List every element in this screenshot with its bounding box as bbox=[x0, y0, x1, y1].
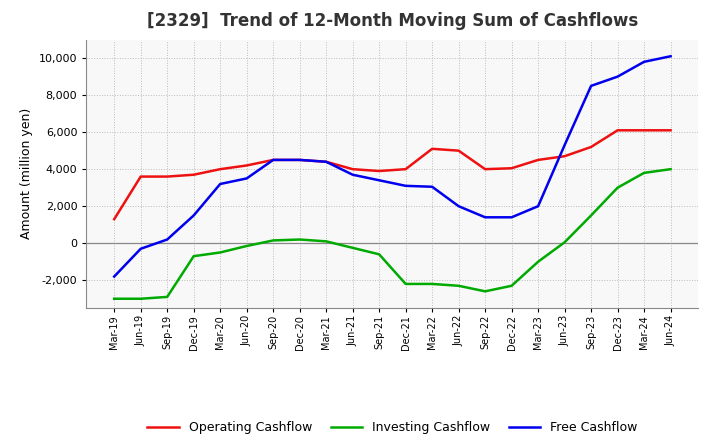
Free Cashflow bbox=[243, 176, 251, 181]
Free Cashflow bbox=[640, 59, 649, 64]
Free Cashflow bbox=[322, 159, 330, 165]
Investing Cashflow bbox=[560, 240, 569, 245]
Free Cashflow bbox=[216, 181, 225, 187]
Operating Cashflow bbox=[375, 169, 384, 174]
Operating Cashflow bbox=[587, 144, 595, 150]
Operating Cashflow bbox=[269, 157, 277, 162]
Investing Cashflow bbox=[189, 253, 198, 259]
Free Cashflow bbox=[508, 215, 516, 220]
Free Cashflow bbox=[613, 74, 622, 79]
Investing Cashflow bbox=[295, 237, 304, 242]
Free Cashflow bbox=[454, 204, 463, 209]
Investing Cashflow bbox=[163, 294, 171, 300]
Free Cashflow bbox=[189, 213, 198, 218]
Investing Cashflow bbox=[136, 296, 145, 301]
Investing Cashflow bbox=[428, 281, 436, 286]
Investing Cashflow bbox=[110, 296, 119, 301]
Free Cashflow bbox=[163, 237, 171, 242]
Operating Cashflow bbox=[295, 157, 304, 162]
Investing Cashflow bbox=[454, 283, 463, 289]
Investing Cashflow bbox=[322, 239, 330, 244]
Investing Cashflow bbox=[508, 283, 516, 289]
Investing Cashflow bbox=[269, 238, 277, 243]
Operating Cashflow bbox=[216, 166, 225, 172]
Operating Cashflow bbox=[508, 165, 516, 171]
Title: [2329]  Trend of 12-Month Moving Sum of Cashflows: [2329] Trend of 12-Month Moving Sum of C… bbox=[147, 12, 638, 30]
Investing Cashflow bbox=[243, 243, 251, 249]
Investing Cashflow bbox=[348, 245, 357, 250]
Y-axis label: Amount (million yen): Amount (million yen) bbox=[20, 108, 33, 239]
Free Cashflow bbox=[428, 184, 436, 189]
Free Cashflow bbox=[666, 54, 675, 59]
Investing Cashflow bbox=[216, 250, 225, 255]
Operating Cashflow bbox=[322, 159, 330, 165]
Operating Cashflow bbox=[666, 128, 675, 133]
Investing Cashflow bbox=[401, 281, 410, 286]
Operating Cashflow bbox=[136, 174, 145, 179]
Line: Investing Cashflow: Investing Cashflow bbox=[114, 169, 670, 299]
Operating Cashflow bbox=[189, 172, 198, 177]
Operating Cashflow bbox=[481, 166, 490, 172]
Operating Cashflow bbox=[348, 166, 357, 172]
Operating Cashflow bbox=[534, 157, 542, 162]
Free Cashflow bbox=[481, 215, 490, 220]
Operating Cashflow bbox=[163, 174, 171, 179]
Free Cashflow bbox=[136, 246, 145, 251]
Operating Cashflow bbox=[640, 128, 649, 133]
Free Cashflow bbox=[110, 274, 119, 279]
Investing Cashflow bbox=[640, 170, 649, 176]
Operating Cashflow bbox=[243, 163, 251, 168]
Investing Cashflow bbox=[587, 213, 595, 218]
Operating Cashflow bbox=[454, 148, 463, 153]
Line: Free Cashflow: Free Cashflow bbox=[114, 56, 670, 276]
Free Cashflow bbox=[401, 183, 410, 188]
Operating Cashflow bbox=[560, 154, 569, 159]
Free Cashflow bbox=[375, 178, 384, 183]
Free Cashflow bbox=[534, 204, 542, 209]
Operating Cashflow bbox=[428, 146, 436, 151]
Free Cashflow bbox=[348, 172, 357, 177]
Investing Cashflow bbox=[613, 185, 622, 191]
Investing Cashflow bbox=[481, 289, 490, 294]
Legend: Operating Cashflow, Investing Cashflow, Free Cashflow: Operating Cashflow, Investing Cashflow, … bbox=[143, 416, 642, 439]
Operating Cashflow bbox=[110, 216, 119, 222]
Free Cashflow bbox=[560, 143, 569, 148]
Investing Cashflow bbox=[375, 252, 384, 257]
Investing Cashflow bbox=[666, 166, 675, 172]
Free Cashflow bbox=[269, 157, 277, 162]
Line: Operating Cashflow: Operating Cashflow bbox=[114, 130, 670, 219]
Operating Cashflow bbox=[401, 166, 410, 172]
Free Cashflow bbox=[587, 83, 595, 88]
Operating Cashflow bbox=[613, 128, 622, 133]
Investing Cashflow bbox=[534, 259, 542, 264]
Free Cashflow bbox=[295, 157, 304, 162]
